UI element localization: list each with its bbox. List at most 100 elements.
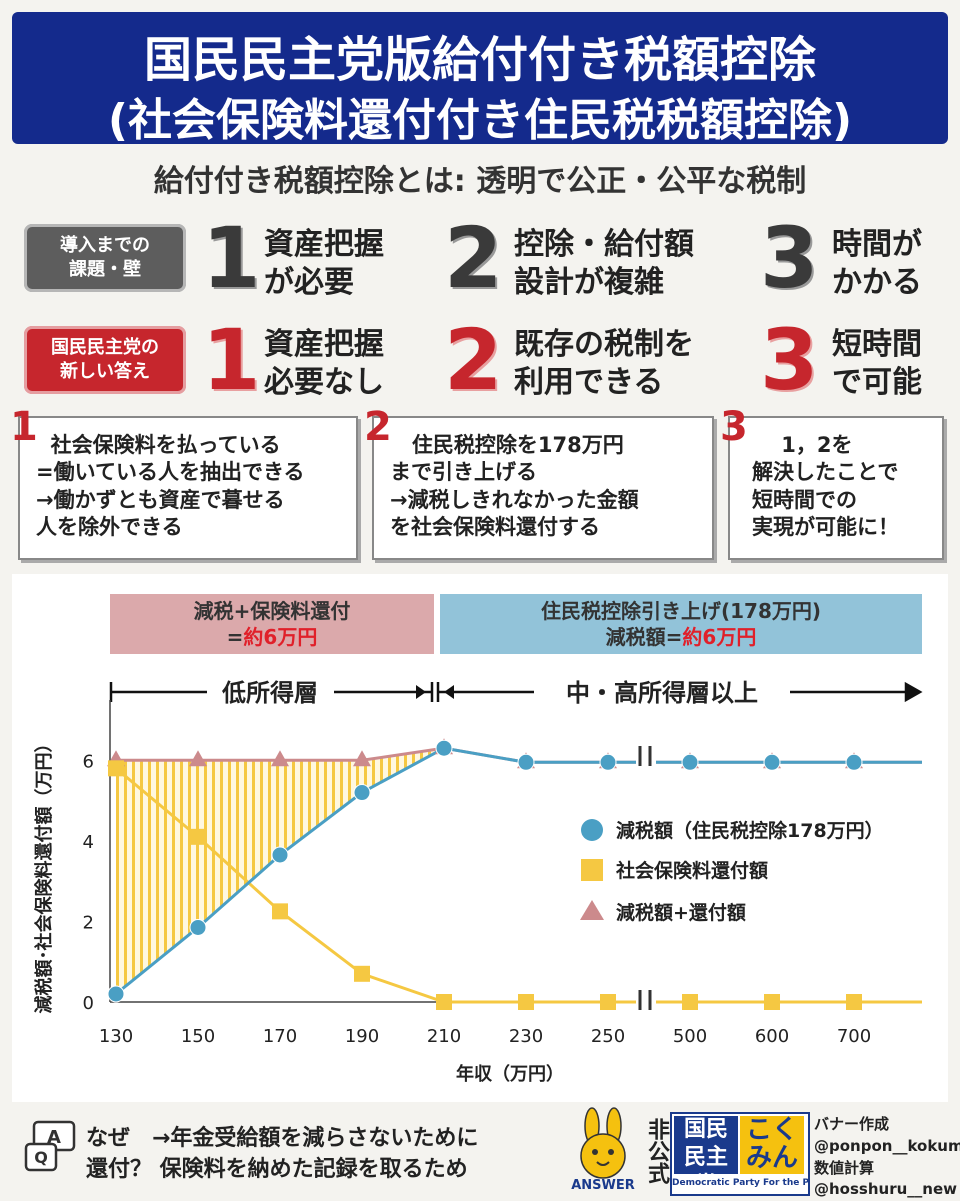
problems-badge-line1: 導入までの: [60, 234, 150, 256]
problem-1-text: 資産把握 が必要: [264, 226, 384, 301]
explanation-box-1-text: 社会保険料を払っている =働いている人を抽出できる →働かずとも資産で暮せる 人…: [36, 433, 305, 539]
point-square: [190, 828, 206, 845]
answer-1-text: 資産把握 必要なし: [264, 326, 384, 401]
logo-tagline: Democratic Party For the People: [672, 1178, 808, 1188]
point-circle: [517, 753, 535, 771]
marker-layer: [107, 738, 863, 1010]
problems-badge: 導入までの 課題・壁: [24, 224, 186, 292]
x-tick-label: 150: [181, 1026, 215, 1047]
answers-badge-line1: 国民民主党の: [51, 336, 159, 358]
answer-1-line1: 資産把握: [264, 327, 384, 362]
footer: A Q なぜ →年金受給額を減らさないために 還付？ 保険料を納めた記録を取るため…: [0, 1104, 960, 1200]
point-circle: [845, 753, 863, 771]
answer-2-line1: 既存の税制を: [514, 327, 694, 362]
arrow-right-small-icon: [416, 685, 426, 699]
point-circle: [681, 753, 699, 771]
point-circle: [271, 846, 289, 864]
legend-label-total: 減税額+還付額: [616, 901, 746, 924]
point-circle: [107, 985, 125, 1003]
y-axis-label: 減税額･社会保険料還付額（万円）: [33, 735, 55, 1014]
arrow-right-icon: [904, 681, 923, 703]
x-axis-label: 年収（万円）: [456, 1063, 564, 1085]
party-logo: 国民民主党 こくみん Democratic Party For the Peop…: [670, 1112, 810, 1196]
band-high-line2: 減税額=約6万円: [606, 625, 757, 649]
y-tick-label: 0: [83, 993, 94, 1014]
legend-square-marker: [581, 859, 603, 881]
explanation-box-2: 2 住民税控除を178万円 まで引き上げる →減税しきれなかった金額 を社会保険…: [364, 404, 714, 560]
y-tick-label: 6: [83, 751, 94, 772]
x-tick-label: 190: [345, 1026, 379, 1047]
title-line-1: 国民民主党版給付付き税額控除: [143, 32, 816, 88]
point-square: [354, 965, 370, 982]
point-square: [600, 994, 616, 1010]
legend-triangle-marker: [580, 900, 604, 920]
legend-label-refund: 社会保険料還付額: [615, 859, 768, 882]
problem-1-line2: が必要: [264, 264, 354, 300]
point-triangle: [353, 750, 371, 767]
rabbit-mascot-icon: [580, 1107, 626, 1179]
answer-3-number: 3: [760, 311, 819, 409]
legend-label-tax-cut: 減税額（住民税控除178万円）: [616, 819, 884, 842]
credit-line1: バナー作成: [814, 1115, 890, 1133]
explanation-box-1-number: 1: [10, 404, 38, 450]
x-tick-label: 230: [509, 1026, 543, 1047]
point-circle: [189, 918, 207, 936]
explanation-box-1: 1 社会保険料を払っている =働いている人を抽出できる →働かずとも資産で暮せる…: [10, 404, 358, 560]
legend-circle-marker: [581, 819, 603, 841]
band-low-prefix: =: [227, 625, 244, 649]
point-triangle: [189, 750, 207, 767]
explanation-box-3-text: 1，2を 解決したことで 短時間での 実現が可能に！: [752, 433, 899, 539]
band-low-line2: =約6万円: [227, 625, 318, 649]
problem-2-line1: 控除・給付額: [514, 227, 694, 262]
subtitle: 給付付き税額控除とは: 透明で公正・公平な税制: [153, 164, 807, 199]
answer-2-number: 2: [444, 311, 503, 409]
band-low-income: [110, 594, 434, 654]
explanation-box-3: 3 1，2を 解決したことで 短時間での 実現が可能に！: [720, 404, 944, 560]
point-circle: [763, 753, 781, 771]
tax-credit-chart: 減税+保険料還付 =約6万円 住民税控除引き上げ(178万円) 減税額=約6万円…: [33, 594, 923, 1085]
x-tick-label: 500: [673, 1026, 707, 1047]
band-high-value: 約6万円: [682, 625, 756, 649]
qa-text: なぜ →年金受給額を減らさないために 還付？ 保険料を納めた記録を取るため: [86, 1124, 478, 1186]
point-circle: [599, 753, 617, 771]
logo-left: 国民民主党: [674, 1116, 738, 1174]
answer-label: ANSWER: [571, 1178, 635, 1193]
explanation-box-3-number: 3: [720, 404, 748, 450]
problem-2-line2: 設計が複雑: [514, 264, 664, 300]
answer-3-line2: で可能: [832, 364, 922, 400]
unofficial-label: 非公式: [644, 1118, 669, 1184]
band-high-prefix: 減税額=: [606, 625, 683, 649]
explanation-box-2-text: 住民税控除を178万円 まで引き上げる →減税しきれなかった金額 を社会保険料還…: [390, 433, 639, 539]
point-square: [682, 994, 698, 1010]
point-square: [764, 994, 780, 1010]
answers-badge: 国民民主党の 新しい答え: [24, 326, 186, 394]
arrow-left-icon: [444, 685, 454, 699]
segment-low-label: 低所得層: [221, 679, 318, 707]
problem-3-line2: かかる: [832, 264, 922, 300]
legend: 減税額（住民税控除178万円） 社会保険料還付額 減税額+還付額: [580, 819, 884, 924]
problem-1-number: 1: [202, 209, 261, 307]
answers-badge-line2: 新しい答え: [60, 361, 150, 382]
credit-line3: 数値計算: [814, 1158, 875, 1177]
chart-panel: 減税+保険料還付 =約6万円 住民税控除引き上げ(178万円) 減税額=約6万円…: [12, 574, 948, 1102]
credit-line2: @ponpon__kokumin: [814, 1136, 960, 1155]
x-tick-label: 250: [591, 1026, 625, 1047]
problem-2-number: 2: [444, 209, 503, 307]
point-square: [518, 994, 534, 1010]
band-mid-high-income: [440, 594, 922, 654]
point-circle: [353, 784, 371, 802]
explanation-box-2-number: 2: [364, 404, 392, 450]
band-low-value: 約6万円: [243, 625, 317, 649]
point-circle: [435, 739, 453, 757]
answer-2-text: 既存の税制を 利用できる: [514, 326, 694, 401]
segment-arrows: [109, 681, 923, 703]
qa-line1: なぜ →年金受給額を減らさないために: [86, 1126, 479, 1151]
answer-2-line2: 利用できる: [514, 364, 664, 400]
band-low-line1: 減税+保険料還付: [194, 599, 351, 623]
y-tick-label: 2: [83, 912, 94, 933]
hatch-area: [116, 748, 444, 994]
point-square: [108, 760, 124, 777]
point-square: [846, 994, 862, 1010]
svg-text:Q: Q: [34, 1148, 48, 1167]
answer-3-line1: 短時間: [832, 327, 922, 362]
